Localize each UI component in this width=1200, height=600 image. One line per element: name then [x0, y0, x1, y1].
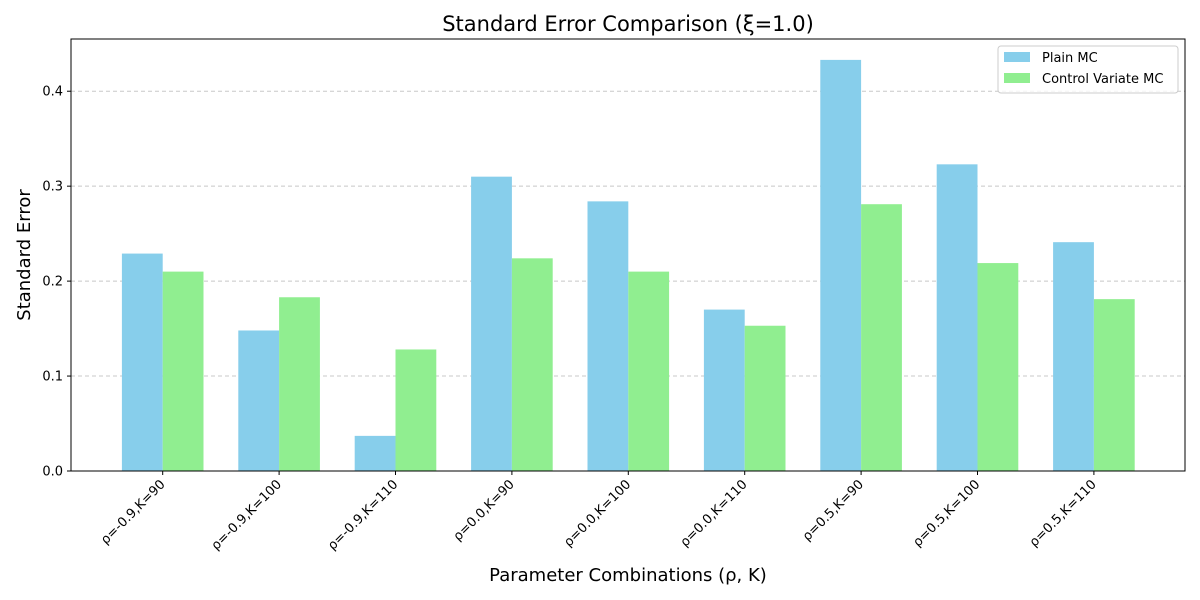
- x-tick-label: ρ=0.0,K=90: [451, 477, 518, 544]
- bars-group: [121, 59, 1135, 472]
- x-tick-label: ρ=-0.9,K=110: [325, 477, 401, 553]
- x-tick-label: ρ=0.5,K=100: [910, 477, 983, 550]
- chart-title: Standard Error Comparison (ξ=1.0): [442, 12, 814, 36]
- y-tick-label: 0.4: [42, 85, 63, 100]
- x-axis-label: Parameter Combinations (ρ, K): [489, 565, 767, 586]
- x-tick-label: ρ=-0.9,K=100: [209, 477, 285, 553]
- x-tick-label: ρ=0.5,K=90: [800, 477, 867, 544]
- y-tick-label: 0.2: [42, 275, 63, 290]
- legend-box: [997, 45, 1179, 94]
- y-axis: 0.0 0.1 0.2 0.3 0.4: [42, 85, 71, 480]
- bar-control-variate-mc: [744, 325, 786, 471]
- bar-control-variate-mc: [977, 263, 1019, 471]
- legend: Plain MC Control Variate MC: [997, 45, 1179, 94]
- bar-control-variate-mc: [279, 297, 320, 471]
- bar-control-variate-mc: [628, 271, 670, 471]
- bar-control-variate-mc: [1093, 299, 1135, 471]
- bar-control-variate-mc: [861, 204, 902, 471]
- legend-label-plain-mc: Plain MC: [1042, 51, 1098, 66]
- x-tick-label: ρ=0.0,K=110: [678, 477, 751, 550]
- bar-plain-mc: [1053, 242, 1094, 471]
- bar-plain-mc: [936, 164, 978, 472]
- x-tick-label: ρ=0.5,K=110: [1027, 477, 1100, 550]
- y-tick-label: 0.0: [42, 465, 63, 480]
- bar-plain-mc: [354, 435, 396, 471]
- bar-plain-mc: [238, 330, 280, 471]
- bar-control-variate-mc: [511, 258, 553, 471]
- bar-control-variate-mc: [395, 349, 437, 471]
- x-tick-label: ρ=-0.9,K=90: [98, 477, 168, 547]
- legend-label-control-variate-mc: Control Variate MC: [1042, 72, 1163, 87]
- y-axis-label: Standard Error: [14, 189, 35, 321]
- y-tick-label: 0.1: [42, 370, 63, 385]
- bar-plain-mc: [471, 176, 512, 471]
- legend-swatch-control-variate-mc: [1004, 73, 1030, 83]
- bar-plain-mc: [587, 201, 629, 471]
- x-tick-label: ρ=0.0,K=100: [561, 477, 634, 550]
- bar-plain-mc: [121, 253, 163, 471]
- x-axis: ρ=-0.9,K=90 ρ=-0.9,K=100 ρ=-0.9,K=110 ρ=0.0…: [98, 471, 1100, 554]
- bar-plain-mc: [703, 309, 745, 471]
- bar-plain-mc: [820, 59, 862, 472]
- legend-swatch-plain-mc: [1004, 52, 1030, 62]
- bar-control-variate-mc: [162, 271, 204, 471]
- y-tick-label: 0.3: [42, 180, 63, 195]
